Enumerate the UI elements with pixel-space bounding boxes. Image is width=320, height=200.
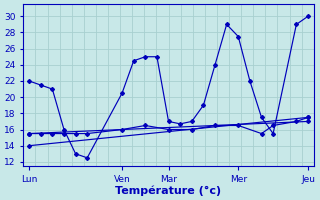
- X-axis label: Température (°c): Température (°c): [116, 185, 222, 196]
